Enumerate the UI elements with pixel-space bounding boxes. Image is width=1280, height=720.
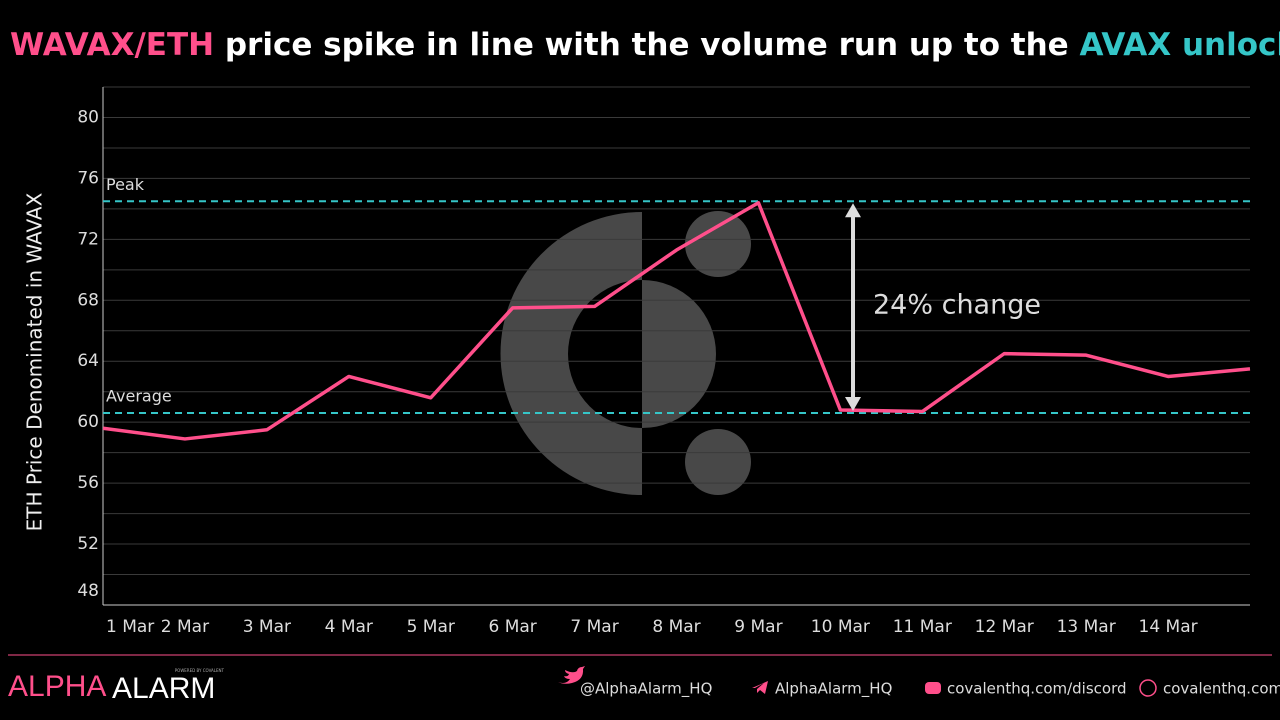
x-tick-label: 4 Mar (325, 617, 373, 637)
footer-link[interactable]: covalenthq.com (1163, 680, 1280, 698)
y-tick-label: 80 (77, 107, 99, 127)
y-tick-label: 64 (77, 351, 99, 371)
footer-icons (558, 666, 1157, 697)
x-tick-label: 9 Mar (734, 617, 782, 637)
chart-title: WAVAX/ETH price spike in line with the v… (10, 27, 1280, 63)
footer-link[interactable]: @AlphaAlarm_HQ (580, 680, 712, 699)
title-part: price spike in line with the volume run … (214, 27, 1079, 63)
discord-icon (925, 682, 941, 694)
x-tick-label: 5 Mar (407, 617, 455, 637)
watermark-arc (500, 212, 642, 495)
reference-label: Average (106, 387, 172, 406)
y-tick-label: 76 (77, 168, 99, 188)
x-tick-label: 6 Mar (488, 617, 536, 637)
footer-link[interactable]: AlphaAlarm_HQ (775, 680, 892, 699)
y-tick-label: 68 (77, 290, 99, 310)
y-tick-label: 52 (77, 534, 99, 554)
x-tick-label: 7 Mar (570, 617, 618, 637)
x-tick-label: 2 Mar (161, 617, 209, 637)
x-tick-label: 3 Mar (243, 617, 291, 637)
telegram-icon (752, 681, 768, 694)
watermark-dot (685, 211, 751, 277)
watermark (500, 211, 751, 495)
y-tick-label: 56 (77, 473, 99, 493)
watermark-half (642, 280, 716, 428)
data-line (102, 201, 1251, 441)
watermark-dot (685, 429, 751, 495)
x-tick-label: 1 Mar (106, 617, 154, 637)
powered-by: POWERED BY COVALENT (175, 668, 225, 673)
x-tick-label: 10 Mar (811, 617, 870, 637)
arrow-head (845, 203, 861, 218)
y-tick-label: 48 (77, 581, 99, 601)
x-tick-label: 14 Mar (1139, 617, 1198, 637)
web-icon (1139, 679, 1157, 697)
x-tick-label: 13 Mar (1057, 617, 1116, 637)
annotation: 24% change (873, 290, 1041, 321)
title-part: AVAX unlock (1080, 27, 1280, 63)
arrow-head (845, 397, 861, 412)
reference-label: Peak (106, 175, 145, 194)
y-axis-label: ETH Price Denominated in WAVAX (23, 192, 47, 531)
x-tick-label: 11 Mar (893, 617, 952, 637)
y-tick-label: 60 (77, 412, 99, 432)
title-part: WAVAX/ETH (10, 27, 214, 63)
twitter-icon (558, 666, 585, 684)
plot: 48 52 56 60 64 68 72 76 80 1 Mar 2 Mar 3 Mar 4 Mar 5 … (77, 86, 1251, 637)
brand: ALARM (112, 672, 215, 705)
x-tick-label: 12 Mar (975, 617, 1034, 637)
y-tick-label: 72 (77, 229, 99, 249)
brand: ALPHA (8, 670, 106, 703)
x-tick-label: 8 Mar (652, 617, 700, 637)
footer-link[interactable]: covalenthq.com/discord (947, 680, 1127, 698)
